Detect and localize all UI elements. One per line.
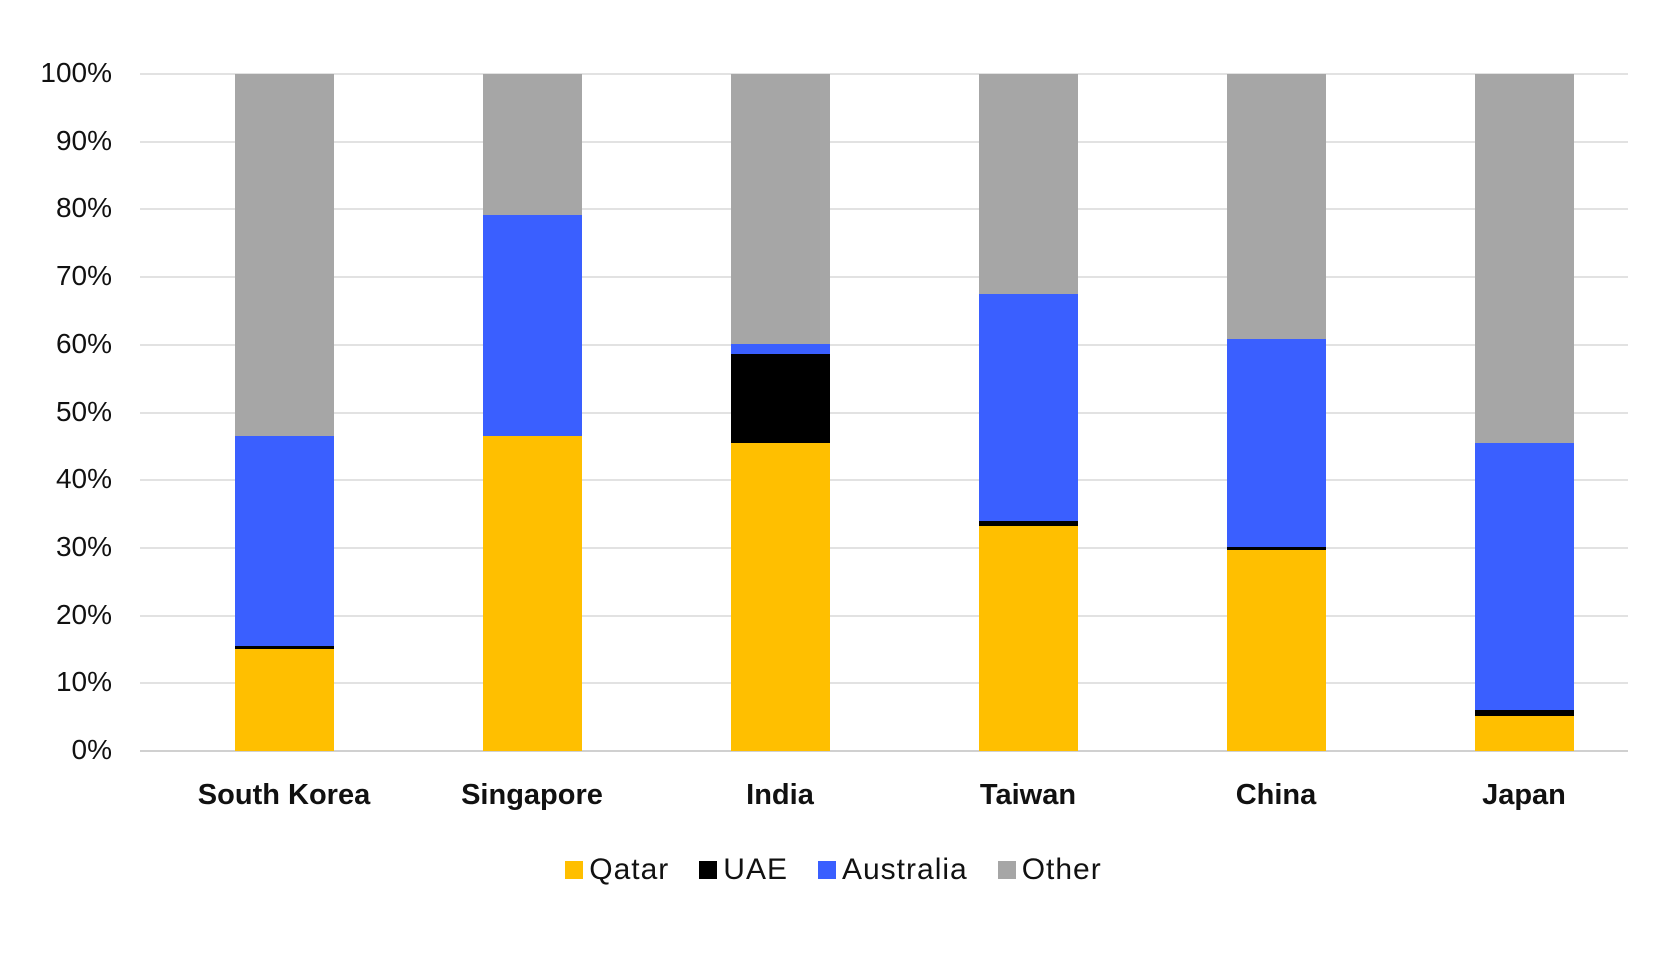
bar-taiwan	[978, 74, 1078, 751]
legend-item-australia: Australia	[817, 853, 968, 887]
bar-segment-australia	[730, 344, 830, 355]
bar-segment-qatar	[1226, 549, 1326, 751]
legend-swatch-icon	[565, 861, 584, 879]
legend-swatch-icon	[817, 861, 836, 879]
gridline	[140, 140, 1628, 143]
bar-segment-uae	[1474, 710, 1574, 717]
gridline	[140, 479, 1628, 482]
bar-segment-qatar	[978, 525, 1078, 751]
gridline	[140, 276, 1628, 279]
bar-segment-qatar	[730, 442, 830, 751]
y-tick-label: 60%	[55, 327, 112, 359]
gridline	[140, 411, 1628, 414]
gridline	[140, 73, 1628, 75]
bar-segment-other	[730, 74, 830, 345]
legend: Qatar UAE Australia Other	[0, 853, 1667, 887]
bar-segment-other	[978, 74, 1078, 295]
bar-segment-other	[1226, 74, 1326, 340]
gridline	[140, 343, 1628, 346]
x-tick-label: India	[746, 779, 814, 811]
bar-segment-uae	[978, 520, 1078, 526]
y-tick-label: 40%	[55, 463, 112, 495]
bar-segment-other	[482, 74, 582, 215]
bar-china	[1226, 74, 1326, 751]
x-axis-line	[140, 750, 1628, 752]
bar-india	[730, 74, 830, 751]
legend-swatch-icon	[699, 861, 718, 879]
bar-segment-australia	[1474, 442, 1574, 711]
x-tick-label: Taiwan	[979, 779, 1077, 811]
y-tick-label: 100%	[40, 57, 112, 88]
y-tick-label: 70%	[55, 260, 112, 292]
y-tick-label: 20%	[55, 598, 112, 630]
bar-segment-australia	[1226, 339, 1326, 547]
y-tick-label: 10%	[55, 666, 112, 698]
gridline	[140, 546, 1628, 549]
y-tick-label: 50%	[55, 395, 112, 427]
bar-singapore	[482, 74, 582, 751]
bar-segment-australia	[978, 294, 1078, 521]
bar-segment-qatar	[234, 649, 334, 751]
legend-swatch-icon	[997, 861, 1016, 879]
y-tick-label: 80%	[55, 192, 112, 224]
x-tick-label: Singapore	[461, 779, 603, 811]
bar-segment-qatar	[482, 436, 582, 751]
bar-segment-other	[1474, 74, 1574, 443]
legend-label: Australia	[841, 853, 968, 886]
x-tick-label: Japan	[1482, 779, 1566, 811]
legend-label: UAE	[723, 853, 788, 886]
bar-segment-qatar	[1474, 716, 1574, 751]
gridline	[140, 208, 1628, 211]
bar-japan	[1474, 74, 1574, 751]
legend-item-qatar: Qatar	[565, 853, 669, 887]
y-tick-label: 30%	[55, 530, 112, 562]
gridline	[140, 682, 1628, 685]
bar-segment-australia	[482, 214, 582, 437]
legend-label: Other	[1021, 853, 1102, 886]
bar-south-korea	[234, 74, 334, 751]
bar-segment-uae	[234, 646, 334, 650]
x-tick-label: South Korea	[197, 779, 371, 811]
y-tick-label: 90%	[55, 124, 112, 156]
legend-item-uae: UAE	[699, 853, 788, 887]
bar-segment-australia	[234, 436, 334, 647]
y-tick-label: 0%	[71, 734, 112, 765]
legend-label: Qatar	[589, 853, 670, 886]
bar-segment-uae	[1226, 546, 1326, 550]
bar-segment-uae	[730, 354, 830, 443]
bar-segment-other	[234, 74, 334, 437]
gridline	[140, 614, 1628, 617]
legend-item-other: Other	[997, 853, 1102, 887]
x-tick-label: China	[1235, 779, 1317, 811]
